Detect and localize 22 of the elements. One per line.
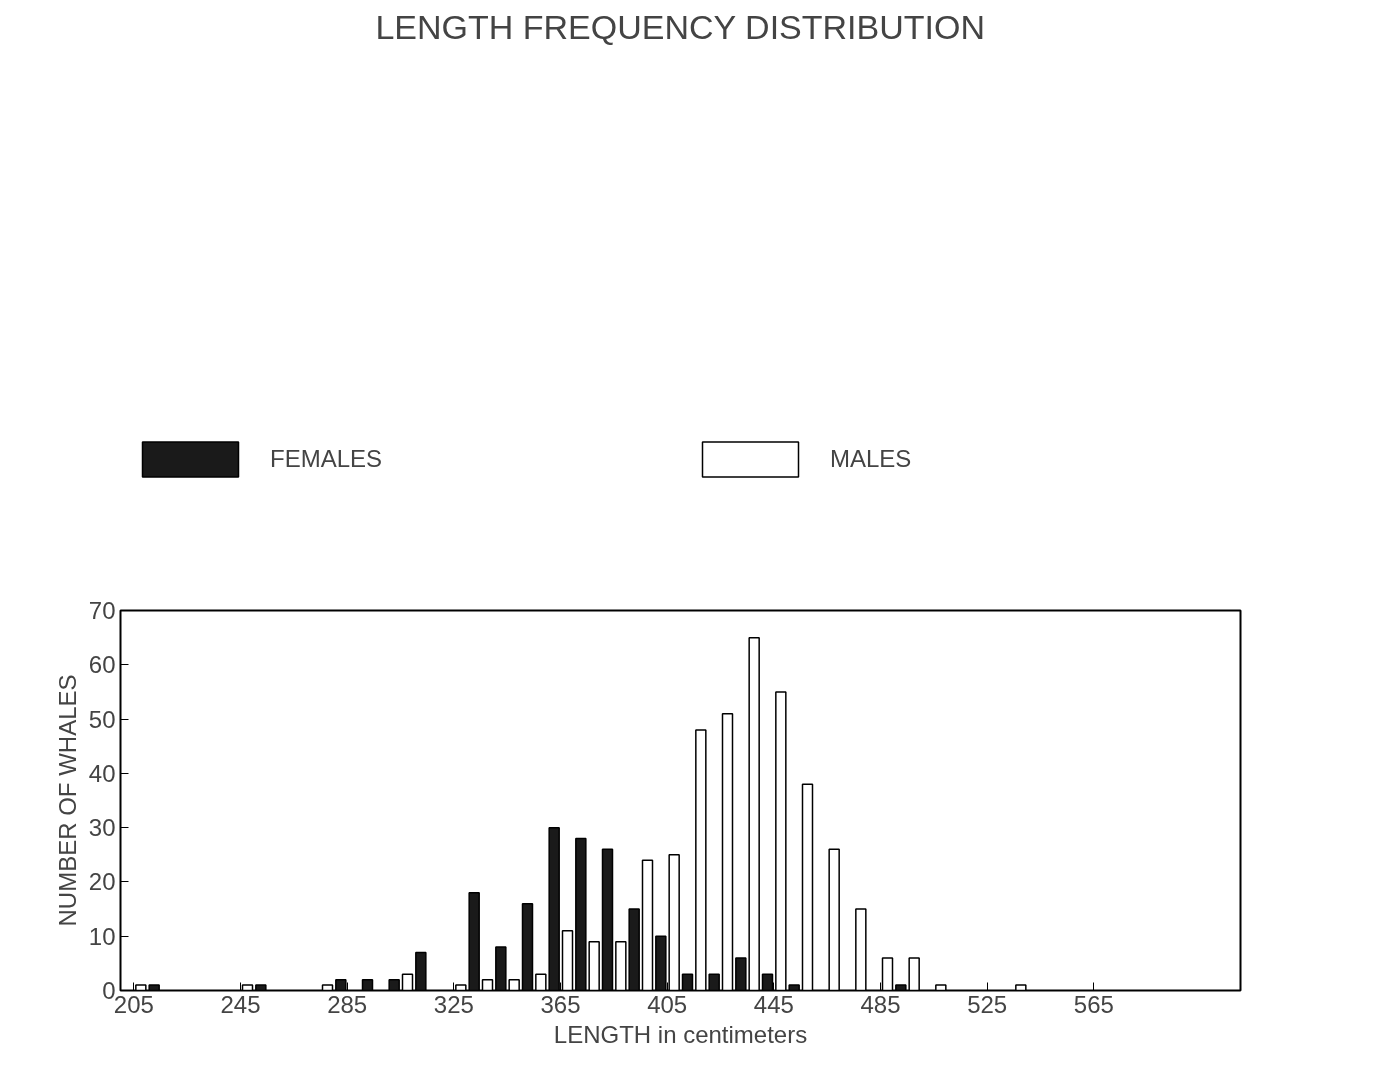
y-tick-label: 70 [88,597,116,624]
x-tick-label: 405 [647,990,688,1018]
y-tick-label: 10 [88,922,116,950]
x-tick-label: 325 [433,990,474,1018]
y-tick-label: 60 [88,651,116,679]
x-tick-label: 445 [753,990,794,1018]
x-tick-label: 285 [327,990,368,1018]
y-tick-label: 20 [88,868,116,896]
legend-label: MALES [830,445,913,473]
y-tick-label: 30 [88,814,116,842]
y-tick-label: 40 [88,759,116,787]
x-tick-label: 525 [967,990,1008,1018]
legend-label: FEMALES [270,445,384,473]
y-tick-label: 50 [88,705,116,733]
x-tick-label: 485 [860,990,901,1018]
y-tick-label: 0 [102,977,116,1004]
y-axis-title: NUMBER OF WHALES [53,674,81,927]
x-tick-label: 245 [220,990,261,1018]
x-tick-label: 365 [540,990,581,1018]
chart-title: LENGTH FREQUENCY DISTRIBUTION [375,7,985,46]
x-tick-label: 565 [1073,990,1114,1018]
x-axis-title: LENGTH in centimeters [553,1020,808,1048]
